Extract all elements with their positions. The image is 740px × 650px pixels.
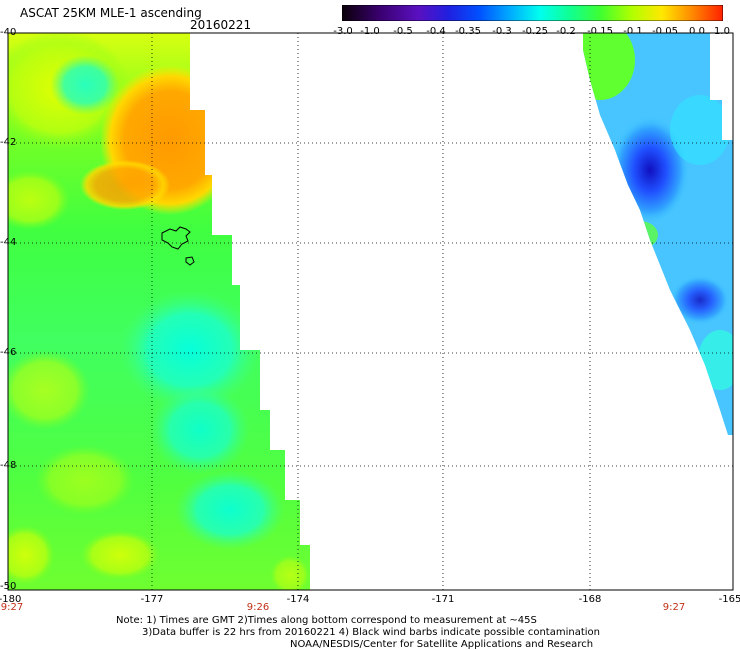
colorbar-label: -3.0 [333,26,353,37]
colorbar-label: -1.0 [360,26,380,37]
lon-label: -171 [431,594,455,605]
lon-label: -165 [718,594,740,605]
island-outline [161,226,195,266]
left-swath [8,33,310,590]
map-title: ASCAT 25KM MLE-1 ascending [20,6,202,20]
colorbar-label: -0.15 [587,26,613,37]
colorbar-label: 1.0 [714,26,730,37]
colorbar-label: -0.05 [652,26,678,37]
colorbar-label: 0.0 [689,26,705,37]
map-date: 20160221 [190,18,252,32]
lat-label: -48 [0,460,17,471]
lat-label: -46 [0,347,17,358]
note-line-3: NOAA/NESDIS/Center for Satellite Applica… [290,639,594,650]
time-label: 9:27 [662,602,686,613]
lon-label: -180 [0,594,22,605]
colorbar-label: -0.2 [556,26,576,37]
lat-label: -40 [0,27,17,38]
right-swath [583,33,733,435]
colorbar-label: -0.5 [393,26,413,37]
lon-label: -177 [140,594,164,605]
note-line-1: Note: 1) Times are GMT 2)Times along bot… [116,615,537,626]
time-label: 9:26 [246,602,270,613]
colorbar-label: -0.3 [492,26,512,37]
colorbar-label: -0.25 [522,26,548,37]
plot-frame [7,32,734,591]
time-label: 9:27 [0,602,24,613]
colorbar [342,5,723,21]
lat-label: -42 [0,137,17,148]
lat-label: -44 [0,237,17,248]
lat-label: -50 [0,581,17,592]
colorbar-label: -0.35 [455,26,481,37]
colorbar-label: -0.4 [426,26,446,37]
note-line-2: 3)Data buffer is 22 hrs from 20160221 4)… [142,627,600,638]
lon-label: -168 [578,594,602,605]
colorbar-label: -0.1 [623,26,643,37]
lon-label: -174 [286,594,310,605]
